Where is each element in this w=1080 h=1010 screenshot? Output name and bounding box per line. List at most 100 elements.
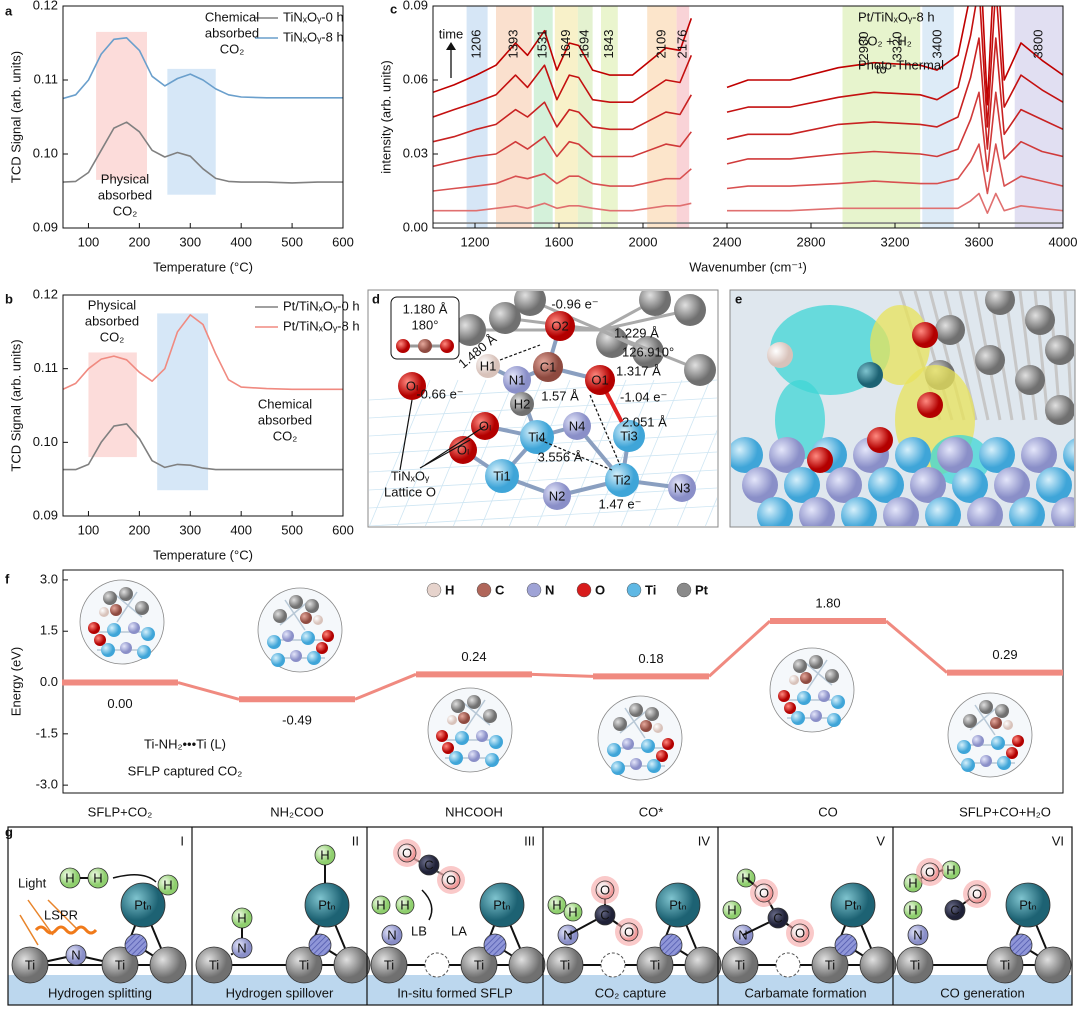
legend-atom (476, 582, 492, 598)
section-caption: CO₂ capture (595, 985, 667, 1000)
structure-atom (141, 627, 155, 641)
atom-label: O (446, 872, 456, 887)
structure-atom (640, 720, 652, 732)
panel-label: a (5, 3, 13, 18)
pt-atom (514, 291, 546, 316)
surface-atom (895, 437, 931, 473)
atom (441, 870, 461, 890)
surface-atom (784, 467, 820, 503)
pt-bond (958, 291, 990, 421)
surface-atom (799, 497, 835, 526)
series-line (433, 91, 1063, 173)
y-axis-label: Energy (eV) (8, 647, 23, 716)
atom-label: Ti (384, 957, 394, 972)
scheme-band (8, 975, 1072, 1005)
legend-label: C (495, 582, 505, 597)
annotation: CO₂ (113, 203, 138, 218)
y-axis-label: intensity (arb. units) (378, 60, 393, 173)
value-label: 0.29 (992, 647, 1017, 662)
surface-atom (967, 497, 1003, 526)
band-label: 1531 (535, 30, 550, 59)
y-tick-label: -1.5 (36, 725, 58, 740)
annotation: absorbed (85, 313, 139, 328)
atom (508, 946, 546, 984)
atom (520, 420, 554, 454)
atom (920, 862, 940, 882)
panel-label: f (5, 571, 10, 586)
structure-atom (110, 604, 122, 616)
structure-atom (825, 669, 839, 683)
panel-label: g (5, 824, 13, 839)
category-label: NHCOOH (445, 804, 503, 819)
annotation: Photo-Thermal (858, 57, 944, 72)
annotation: 126.910° (622, 344, 674, 359)
annotation: time (439, 26, 464, 41)
atom-label: Oₗ (457, 442, 469, 457)
arrow-line (424, 425, 486, 466)
band-label: 1694 (577, 30, 592, 59)
atom (65, 944, 87, 966)
atom-label: O (795, 925, 805, 940)
legend-label: TiNₓOᵧ-8 h (283, 29, 344, 44)
atom (613, 420, 645, 452)
structure-atom (972, 735, 984, 747)
atom (896, 946, 934, 984)
category-label: SFLP+CO₂ (88, 804, 153, 819)
x-tick-label: 100 (78, 234, 100, 249)
atom (668, 474, 696, 502)
atom-label: Ptₙ (134, 897, 151, 912)
structure-bond (806, 659, 828, 691)
plot-area (63, 31, 343, 195)
atom (605, 463, 639, 497)
highlight-band (647, 6, 677, 228)
atom (545, 311, 575, 341)
panel-e (731, 291, 1074, 526)
dashed-distance (499, 344, 541, 361)
section-numeral: V (876, 833, 885, 848)
pt-atom (1015, 365, 1045, 395)
structure-bond (464, 699, 486, 731)
legend-label: TiNₓOᵧ-0 h (283, 9, 344, 24)
density-blob (870, 305, 930, 385)
atom-label: H (65, 870, 74, 885)
structure-atom (797, 691, 811, 705)
pt-atom (684, 354, 716, 386)
lattice-line (396, 379, 459, 526)
series-line (433, 192, 1063, 214)
annotation: -0.66 e⁻ (416, 386, 463, 401)
structure-atom (489, 735, 503, 749)
atom (333, 946, 371, 984)
atom (903, 900, 923, 920)
atom (476, 354, 500, 378)
structure-atom (810, 710, 822, 722)
highlight-band (88, 352, 137, 458)
structure-atom (979, 700, 993, 714)
y-tick-label: 0.06 (403, 71, 428, 86)
band-label: to (876, 61, 887, 76)
structure-atom (483, 709, 497, 723)
structure-atom (630, 758, 642, 770)
annotation: TiNₓOᵧ (391, 468, 430, 483)
lattice-line (369, 397, 717, 419)
atom-label: Ptₙ (1019, 897, 1036, 912)
annotation: Physical (88, 297, 137, 312)
atom-label: Ti (1000, 957, 1010, 972)
atom-label: O2 (551, 318, 568, 333)
inset-label: 180° (412, 317, 439, 332)
legend-label: N (545, 582, 554, 597)
atom (543, 482, 571, 510)
legend-atom (676, 582, 692, 598)
surface-atom (1036, 467, 1072, 503)
annotation: Ti-NH₂•••Ti (L) (144, 736, 226, 751)
series-line (433, 6, 1063, 128)
structure-bond (974, 704, 996, 736)
atom-label: N (913, 927, 922, 942)
x-tick-label: 2800 (797, 234, 826, 249)
lattice-line (704, 497, 717, 526)
atom (370, 946, 408, 984)
plot-area (63, 313, 343, 491)
structure-atom (120, 642, 132, 654)
vacancy (424, 952, 450, 978)
structure-atom (809, 655, 823, 669)
atom-label: H (93, 870, 102, 885)
